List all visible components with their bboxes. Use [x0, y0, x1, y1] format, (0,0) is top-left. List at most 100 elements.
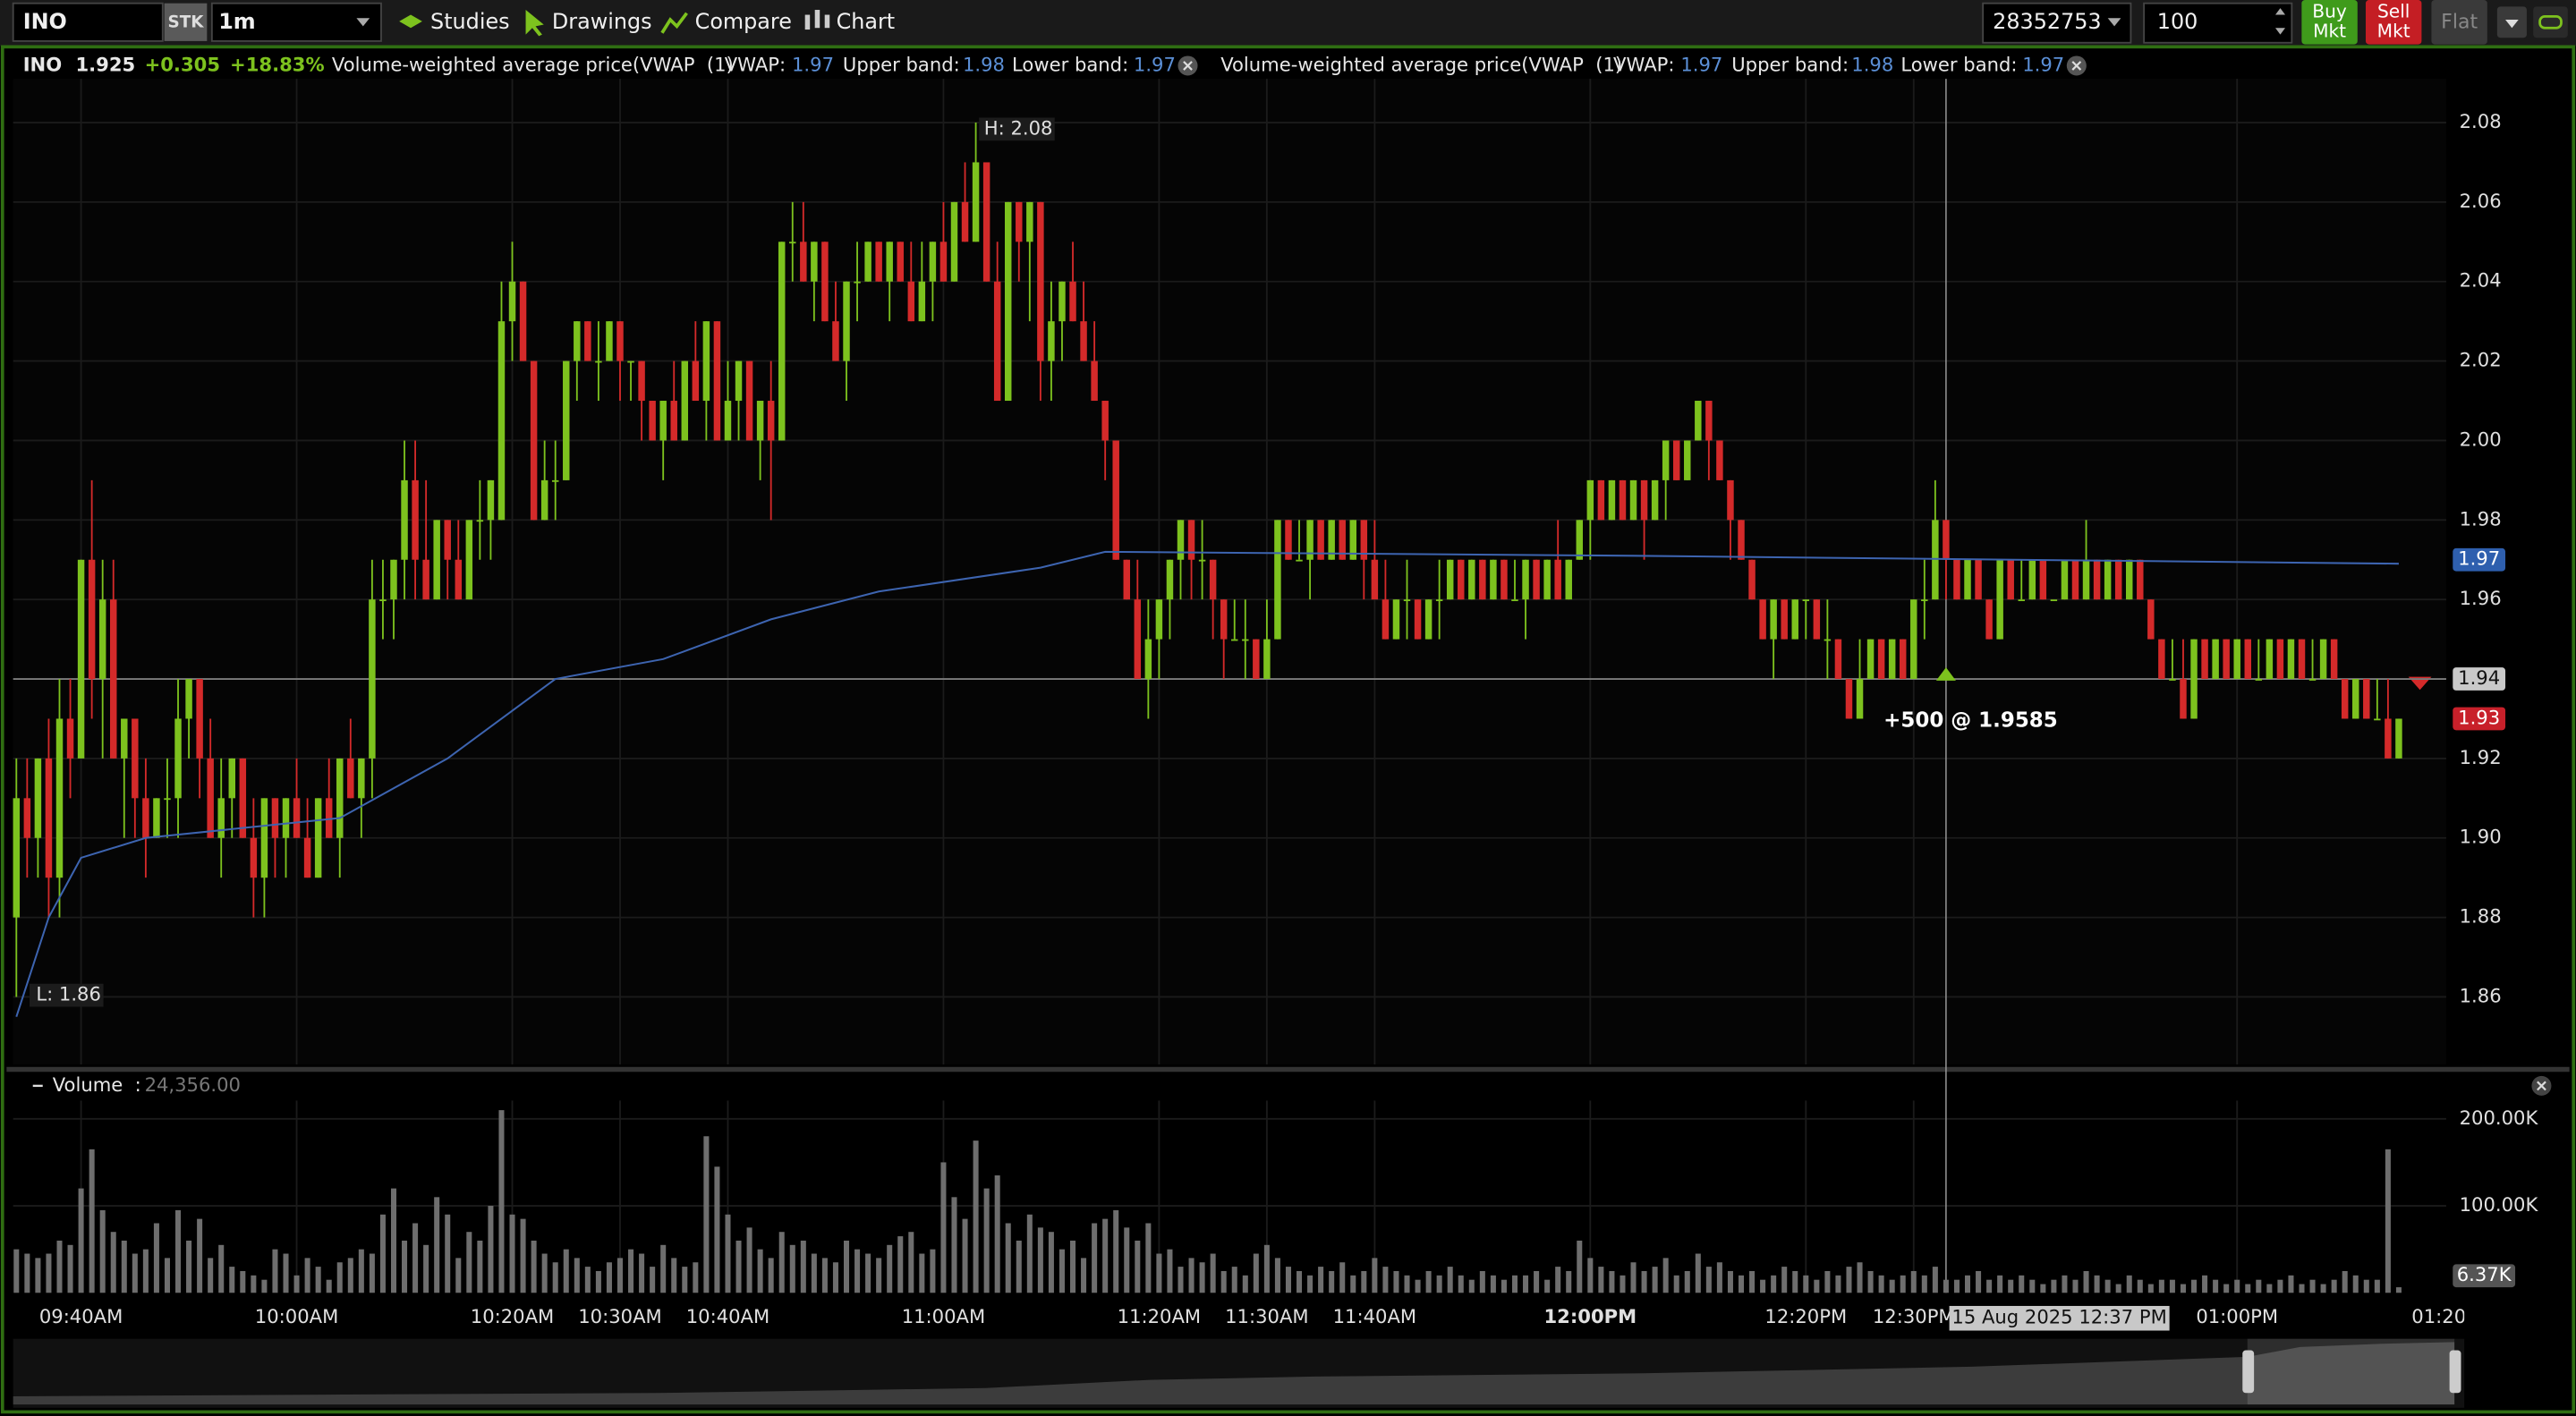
remove-study[interactable] — [1177, 55, 1198, 76]
volume-bar — [89, 1149, 95, 1293]
volume-bar — [606, 1262, 612, 1293]
volume-bar — [962, 1218, 968, 1293]
volume-bar — [908, 1232, 914, 1293]
navigator-handle[interactable] — [2449, 1350, 2461, 1394]
volume-bar — [1824, 1270, 1831, 1293]
volume-bar — [240, 1270, 246, 1293]
volume-bars — [13, 1110, 2402, 1293]
candles — [13, 123, 2402, 997]
candle-body — [98, 599, 106, 680]
account-select[interactable] — [1982, 2, 2132, 44]
candle-body — [1112, 440, 1119, 560]
volume-bar — [251, 1275, 257, 1293]
study-value: 1.97 — [792, 53, 834, 75]
volume-bar — [208, 1258, 214, 1293]
volume-bar — [865, 1253, 871, 1293]
sell-button[interactable]: Sell Mkt — [2365, 0, 2422, 45]
volume-bar — [628, 1249, 634, 1293]
volume-bar — [1231, 1267, 1237, 1293]
candle-body — [1953, 559, 1960, 600]
volume-bar — [509, 1214, 515, 1293]
y-tick-label: 1.90 — [2460, 826, 2502, 848]
compare-button[interactable]: Compare — [660, 9, 792, 34]
candle-body — [2374, 718, 2381, 721]
high-label: H: 2.08 — [984, 116, 1053, 139]
quantity-input[interactable] — [2143, 2, 2293, 44]
volume-bar — [78, 1188, 84, 1293]
volume-bar — [1598, 1267, 1604, 1293]
volume-bar — [1026, 1214, 1033, 1293]
drawings-button[interactable]: Drawings — [525, 9, 652, 37]
candle-body — [854, 281, 861, 284]
volume-bar — [1436, 1275, 1442, 1293]
volume-bar — [563, 1249, 569, 1293]
volume-bar — [2062, 1275, 2068, 1293]
navigator-window[interactable] — [2247, 1338, 2455, 1405]
volume-bar — [412, 1223, 419, 1293]
trade-marker — [1935, 667, 1956, 681]
candle-body — [2287, 639, 2295, 680]
y-tick-label: 2.02 — [2460, 349, 2502, 371]
candle-body — [487, 479, 495, 521]
y-tick-label: 1.86 — [2460, 984, 2502, 1006]
buy-button[interactable]: Buy Mkt — [2301, 0, 2358, 45]
candle-body — [1619, 479, 1627, 521]
volume-bar — [13, 1249, 20, 1293]
candle-body — [142, 798, 149, 838]
link-button[interactable] — [2533, 6, 2568, 38]
remove-study[interactable] — [2066, 55, 2087, 76]
sec-type: STK — [167, 13, 204, 32]
volume-bar — [725, 1214, 731, 1293]
candle-body — [1155, 599, 1163, 640]
candle-body — [1695, 401, 1702, 441]
candle-body — [401, 479, 408, 560]
symbol-input[interactable] — [12, 2, 164, 42]
candle-body — [574, 321, 581, 361]
volume-bar — [1242, 1275, 1248, 1293]
candle-body — [412, 479, 419, 560]
candle-body — [1888, 639, 1896, 680]
interval-select[interactable] — [210, 2, 382, 42]
candle-body — [1554, 559, 1561, 600]
study-field: Lower band: — [1012, 53, 1128, 75]
candle-body — [1996, 559, 2003, 640]
compare-icon — [660, 12, 688, 34]
x-tick-label: 09:40AM — [39, 1305, 123, 1327]
volume-bar — [2234, 1279, 2240, 1293]
spinner[interactable] — [2274, 8, 2286, 35]
study-field: VWAP: — [725, 53, 786, 75]
volume-bar — [1577, 1240, 1583, 1293]
volume-bar — [1609, 1270, 1615, 1293]
candle-body — [519, 281, 527, 361]
cursor-time-bg — [1949, 1305, 2170, 1331]
close-volume[interactable] — [2531, 1075, 2552, 1096]
candle-body — [950, 201, 958, 282]
candle-body — [358, 758, 365, 799]
study-value: 1.98 — [963, 53, 1005, 75]
volume-bar — [919, 1253, 925, 1293]
trade-label: +500 @ 1.9585 — [1883, 709, 2058, 733]
flat-button[interactable]: Flat — [2431, 0, 2487, 45]
volume-bar — [132, 1253, 138, 1293]
candle-body — [1651, 479, 1659, 521]
volume-bar — [552, 1262, 558, 1293]
volume-bar — [2331, 1279, 2337, 1293]
candle-body — [563, 360, 570, 480]
candle-body — [1533, 559, 1540, 600]
volume-bar — [142, 1249, 149, 1293]
candle-body — [239, 758, 247, 838]
candle-body — [1640, 479, 1648, 521]
candle-body — [1435, 599, 1443, 602]
volume-bar — [1760, 1279, 1766, 1293]
price-tag-label: 1.93 — [2458, 706, 2500, 728]
candle-body — [2071, 559, 2079, 600]
volume-bar — [2245, 1284, 2251, 1293]
volume-bar — [2191, 1279, 2198, 1293]
volume-bar — [153, 1223, 159, 1293]
chart-button[interactable]: Chart — [804, 9, 895, 34]
navigator-handle[interactable] — [2242, 1350, 2255, 1394]
candle-body — [1759, 599, 1766, 640]
volume-bar — [1641, 1270, 1647, 1293]
candle-body — [778, 242, 786, 441]
candle-body — [1231, 639, 1238, 641]
